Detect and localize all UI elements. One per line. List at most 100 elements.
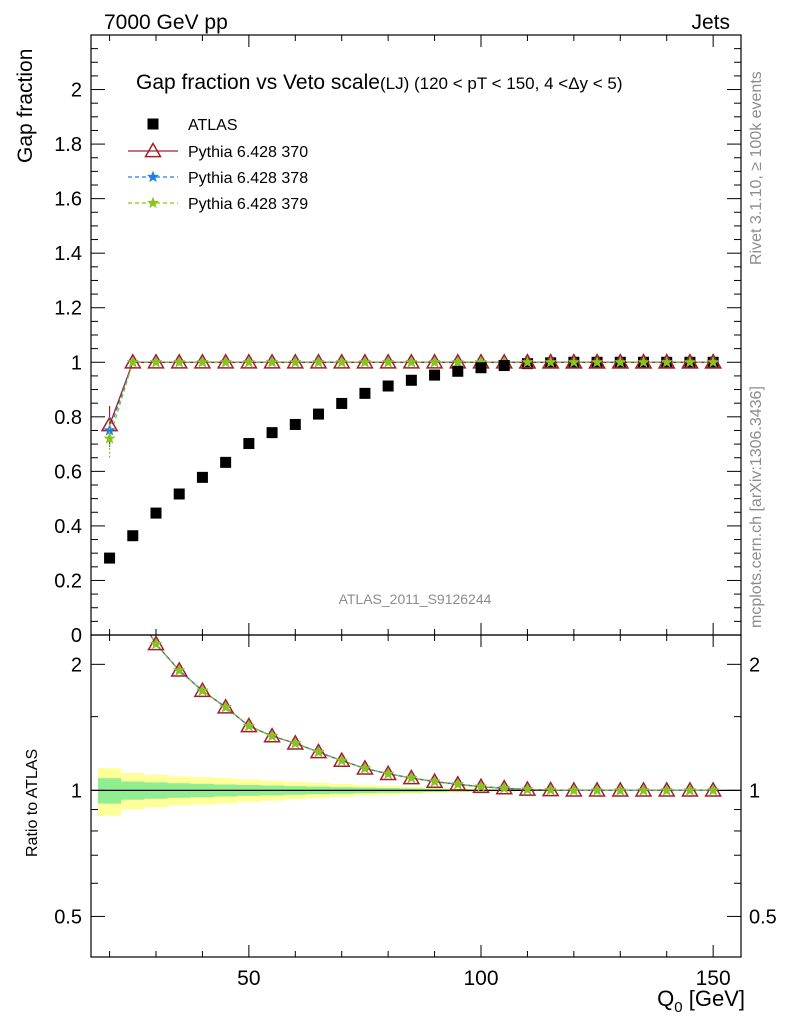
data-point bbox=[335, 355, 348, 368]
atlas-point bbox=[173, 488, 185, 500]
ratio-point bbox=[614, 784, 627, 796]
ratio-point bbox=[660, 784, 673, 796]
ratio-y-axis-title: Ratio to ATLAS bbox=[24, 749, 41, 857]
ratio-point bbox=[544, 783, 557, 796]
atlas-point bbox=[289, 418, 301, 430]
data-point-overlay bbox=[614, 355, 627, 368]
ratio-point bbox=[125, 599, 140, 612]
ratio-point bbox=[128, 601, 138, 611]
atlas-point bbox=[104, 552, 116, 564]
atlas-point bbox=[127, 530, 139, 542]
atlas-point bbox=[405, 374, 417, 386]
legend-label: ATLAS bbox=[188, 117, 238, 134]
ratio-line-3 bbox=[149, 635, 714, 792]
atlas-point bbox=[498, 360, 510, 372]
atlas-point bbox=[313, 408, 324, 420]
data-point bbox=[242, 355, 255, 368]
legend-label: Pythia 6.428 379 bbox=[188, 196, 308, 213]
data-point-overlay bbox=[544, 355, 557, 368]
data-point-overlay bbox=[521, 355, 534, 368]
atlas-point bbox=[243, 438, 255, 450]
ratio-line-2 bbox=[149, 635, 714, 792]
data-point bbox=[149, 355, 163, 368]
ratio-point bbox=[382, 767, 395, 780]
legend-marker bbox=[144, 141, 162, 158]
ratio-line-1 bbox=[149, 635, 714, 792]
data-point bbox=[103, 432, 116, 444]
atlas-point bbox=[429, 369, 441, 381]
rivet-version-label: Rivet 3.1.10, ≥ 100k events bbox=[748, 71, 765, 265]
mcplots-reference-label: mcplots.cern.ch [arXiv:1306.3436] bbox=[748, 386, 765, 628]
ratio-point bbox=[474, 780, 488, 792]
data-point-overlay bbox=[567, 355, 580, 368]
atlas-point bbox=[220, 456, 232, 468]
ratio-point bbox=[707, 784, 720, 796]
data-point bbox=[312, 355, 325, 368]
x-tick-label: 100 bbox=[463, 967, 498, 990]
ratio-tick-label-right: 1 bbox=[749, 780, 760, 802]
main-data bbox=[100, 353, 722, 564]
ratio-point bbox=[521, 783, 534, 795]
ratio-point bbox=[289, 736, 302, 749]
analysis-label: ATLAS_2011_S9126244 bbox=[339, 591, 492, 607]
ratio-tick-label-left: 2 bbox=[71, 654, 82, 676]
data-point bbox=[265, 355, 279, 368]
y-tick-label: 0.6 bbox=[54, 461, 82, 483]
data-point bbox=[451, 355, 464, 368]
ratio-point bbox=[451, 777, 464, 790]
legend-marker bbox=[147, 118, 159, 130]
atlas-point bbox=[382, 380, 394, 392]
legend-label: Pythia 6.428 370 bbox=[188, 144, 308, 161]
data-point bbox=[428, 355, 441, 368]
series-line-2 bbox=[109, 361, 714, 431]
atlas-point bbox=[150, 507, 162, 519]
ratio-tick-label-right: 2 bbox=[749, 654, 760, 676]
ratio-point bbox=[312, 745, 325, 758]
data-point-overlay bbox=[683, 355, 697, 368]
y-tick-label: 0.8 bbox=[54, 407, 82, 429]
ratio-plot: 50 100 150 0.5 0.5 1 1 2 2 bbox=[54, 599, 777, 990]
ratio-point bbox=[567, 784, 580, 796]
legend-marker bbox=[146, 170, 160, 183]
ratio-tick-label-right: 0.5 bbox=[749, 906, 777, 928]
data-point-overlay bbox=[707, 355, 720, 368]
ratio-tick-label-left: 1 bbox=[71, 780, 82, 802]
ratio-point bbox=[102, 600, 117, 613]
ratio-point bbox=[149, 637, 163, 650]
atlas-point bbox=[196, 471, 208, 483]
data-point bbox=[405, 355, 418, 368]
data-point-overlay bbox=[637, 355, 650, 368]
y-tick-label: 1.6 bbox=[54, 189, 82, 211]
series-line-1 bbox=[108, 361, 714, 426]
ratio-point bbox=[590, 784, 604, 796]
x-tick-label: 50 bbox=[237, 967, 260, 990]
ratio-point bbox=[128, 601, 138, 611]
atlas-point bbox=[266, 427, 278, 439]
y-tick-label: 1.8 bbox=[54, 134, 82, 156]
data-point bbox=[358, 355, 372, 368]
ratio-point bbox=[498, 781, 511, 794]
ratio-point bbox=[219, 700, 232, 713]
y-tick-label: 0.2 bbox=[54, 570, 82, 592]
x-title-unit: [GeV] bbox=[683, 986, 745, 1011]
ratio-point bbox=[637, 784, 650, 796]
x-title-symbol: Q bbox=[657, 986, 674, 1011]
y-tick-label: 1.4 bbox=[54, 243, 82, 265]
ratio-frame bbox=[90, 634, 742, 958]
chart-title-cut: (LJ) (120 < pT < 150, 4 <Δy < 5) bbox=[380, 74, 623, 93]
ratio-point bbox=[683, 784, 697, 796]
data-point bbox=[219, 355, 232, 368]
x-title-subscript: 0 bbox=[674, 999, 682, 1016]
y-axis-title: Gap fraction bbox=[14, 49, 37, 163]
y-tick-label: 1 bbox=[71, 352, 82, 374]
ratio-point bbox=[335, 754, 348, 766]
legend: ATLAS Pythia 6.428 370 Pythia 6.428 378 Pyt… bbox=[128, 117, 308, 213]
x-tick-label: 150 bbox=[696, 967, 731, 990]
atlas-point bbox=[475, 362, 487, 374]
chart-title-main: Gap fraction vs Veto scale bbox=[136, 71, 380, 94]
y-tick-label: 0 bbox=[71, 625, 82, 647]
chart-title: Gap fraction vs Veto scale(LJ) (120 < pT… bbox=[136, 71, 623, 94]
data-point-overlay bbox=[590, 355, 604, 368]
y-tick-label: 0.4 bbox=[54, 516, 82, 538]
